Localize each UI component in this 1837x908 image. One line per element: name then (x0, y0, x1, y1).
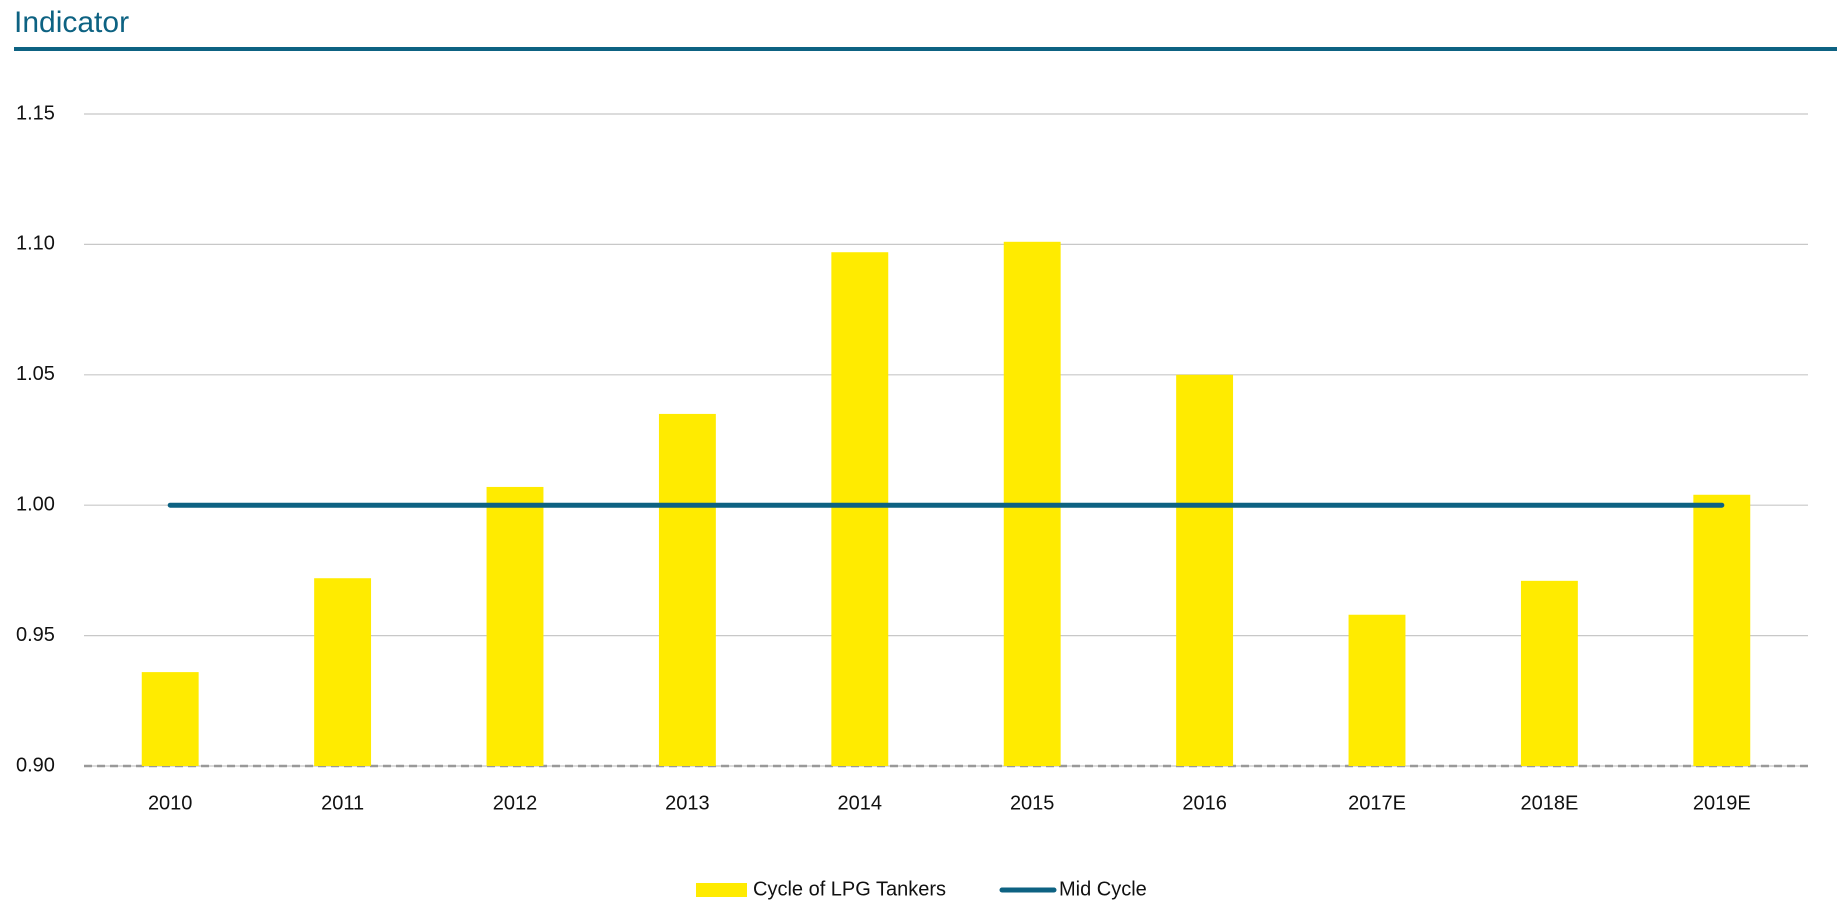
x-tick-label: 2018E (1520, 792, 1578, 814)
bar (1348, 614, 1406, 766)
bar (141, 672, 199, 766)
x-tick-label: 2011 (321, 792, 364, 814)
y-tick-label: 0.90 (16, 754, 55, 776)
y-tick-label: 1.00 (16, 493, 55, 515)
bar (1693, 494, 1751, 766)
bar (486, 486, 544, 766)
bar (314, 578, 372, 766)
legend-swatch (696, 883, 747, 897)
x-tick-label: 2013 (665, 792, 710, 814)
bar (831, 252, 889, 766)
y-tick-label: 1.10 (16, 233, 55, 255)
legend-label: Cycle of LPG Tankers (753, 878, 946, 900)
bar (1176, 374, 1234, 766)
y-tick-label: 1.15 (16, 102, 55, 124)
x-tick-label: 2010 (148, 792, 193, 814)
y-tick-label: 1.05 (16, 363, 55, 385)
legend-label: Mid Cycle (1059, 878, 1147, 900)
bar (658, 413, 716, 766)
x-tick-label: 2015 (1010, 792, 1055, 814)
y-tick-label: 0.95 (16, 624, 55, 646)
x-tick-label: 2017E (1348, 792, 1406, 814)
x-tick-label: 2019E (1693, 792, 1751, 814)
chart-title: Indicator (14, 6, 129, 39)
title-rule (14, 47, 1837, 51)
x-tick-label: 2014 (838, 792, 883, 814)
bar (1520, 580, 1578, 766)
x-tick-label: 2012 (493, 792, 538, 814)
x-tick-label: 2016 (1182, 792, 1227, 814)
